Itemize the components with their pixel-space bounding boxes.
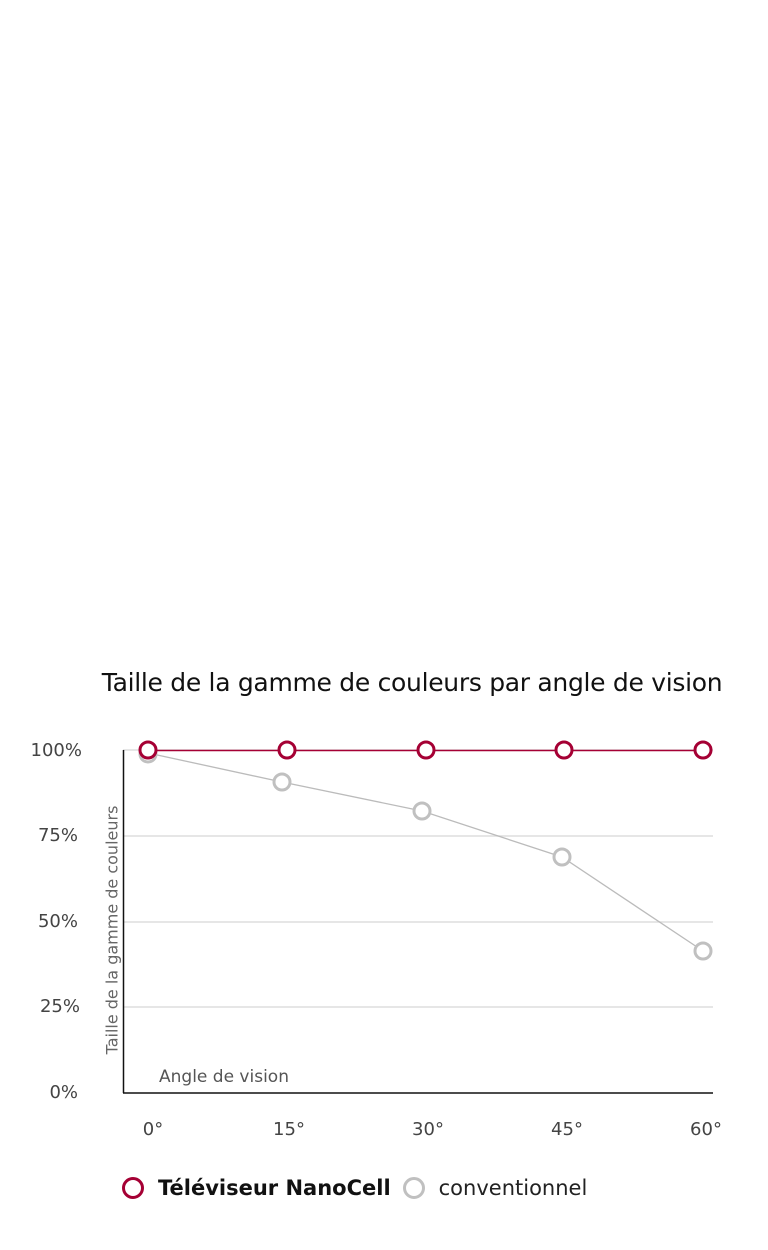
x-tick-45: 45° [551,1119,583,1140]
conventional-point-15 [272,772,292,792]
y-tick-0: 0% [49,1082,78,1103]
x-tick-30: 30° [412,1119,444,1140]
y-tick-75: 75% [37,825,78,846]
nanocell-point-45 [554,740,574,760]
legend: Téléviseur NanoCell conventionnel [122,1176,599,1200]
nanocell-point-60 [693,740,713,760]
x-tick-60: 60° [690,1119,722,1140]
conventional-point-45 [552,847,572,867]
legend-item-nanocell: Téléviseur NanoCell [122,1176,391,1200]
circle-marker-icon [122,1177,144,1199]
y-tick-50: 50% [37,911,78,932]
y-tick-100: 100% [30,740,82,761]
conventional-point-30 [412,801,432,821]
nanocell-point-30 [416,740,436,760]
circle-marker-icon [402,1177,425,1199]
nanocell-point-15 [277,740,297,760]
x-tick-0: 0° [142,1119,164,1140]
y-tick-25: 25% [39,996,80,1017]
legend-label-nanocell: Téléviseur NanoCell [158,1176,391,1200]
legend-item-conventional: conventionnel [402,1176,588,1200]
x-axis-label: Angle de vision [159,1067,289,1087]
nanocell-point-0 [138,740,158,760]
x-tick-15: 15° [273,1119,305,1140]
legend-label-conventional: conventionnel [438,1176,588,1200]
conventional-point-60 [693,941,713,961]
chart-title: Taille de la gamme de couleurs par angle… [101,668,723,697]
